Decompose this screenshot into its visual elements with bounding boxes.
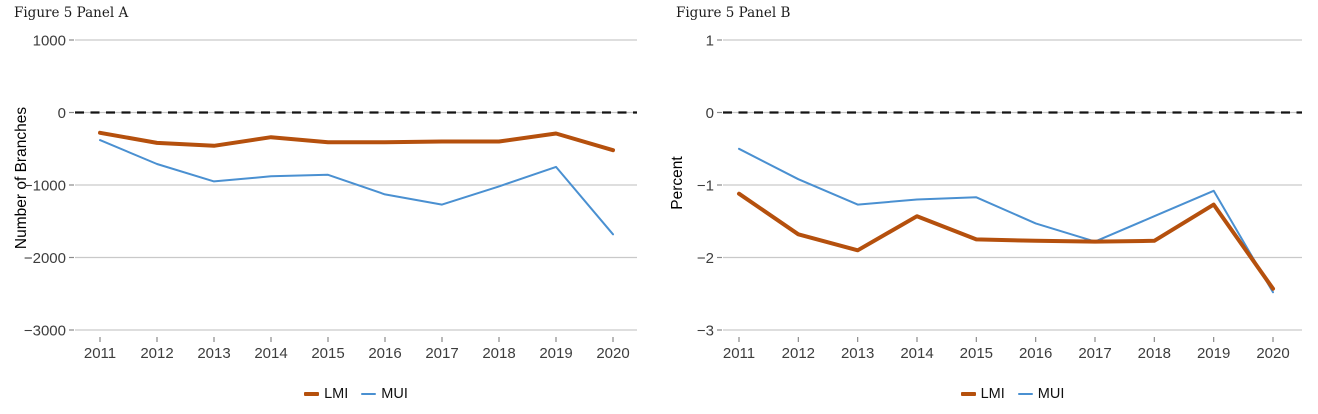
legend-item-lmi: LMI [960, 386, 1005, 402]
panel-a: Figure 5 Panel A Number of Branches 1000… [13, 5, 637, 402]
x-tick-label-2015: 2015 [960, 345, 993, 362]
y-tick-label: −2000 [24, 250, 66, 267]
legend-item-mui: MUI [1017, 386, 1065, 402]
mui-line [99, 139, 614, 236]
panel-a-plot: 1000 0 −1000 −2000 −3000 2011 2012 2013 2014 2015… [24, 32, 637, 362]
y-tick-label: −3000 [24, 322, 66, 339]
y-tick-label: 1 [706, 32, 714, 49]
lmi-line [737, 191, 1275, 291]
x-tick-label-2019: 2019 [539, 345, 572, 362]
x-tick-label-2015: 2015 [311, 345, 344, 362]
panel-b-legend: LMI MUI [723, 386, 1302, 402]
x-tick-label-2016: 2016 [1019, 345, 1052, 362]
x-tick-label-2017: 2017 [425, 345, 458, 362]
panel-b: Figure 5 Panel B Percent 1 0 −1 −2 −3 2011 201… [659, 0, 1318, 414]
x-tick-label-2014: 2014 [254, 345, 287, 362]
mui-legend-label: MUI [381, 386, 408, 402]
x-tick-label-2013: 2013 [841, 345, 874, 362]
panel-a-title: Figure 5 Panel A [14, 5, 129, 21]
x-tick-label-2013: 2013 [197, 345, 230, 362]
y-tick-label: −3 [697, 322, 714, 339]
lmi-line [98, 130, 615, 153]
lmi-legend-label: LMI [324, 386, 349, 402]
panel-b-title: Figure 5 Panel B [676, 5, 791, 21]
panel-a-legend: LMI MUI [75, 386, 637, 402]
mui-line [738, 147, 1274, 294]
x-tick-label-2020: 2020 [596, 345, 629, 362]
x-tick-label-2017: 2017 [1078, 345, 1111, 362]
mui-legend-label: MUI [1037, 386, 1065, 402]
y-tick-label: 0 [706, 105, 714, 122]
x-tick-label-2016: 2016 [368, 345, 401, 362]
lmi-legend-label: LMI [980, 386, 1005, 402]
y-tick-label: 0 [58, 105, 66, 122]
legend-item-lmi: LMI [304, 386, 348, 402]
x-tick-label-2011: 2011 [84, 345, 116, 362]
x-tick-label-2012: 2012 [782, 345, 815, 362]
lmi-swatch-icon [960, 392, 976, 396]
y-tick-label: −2 [697, 250, 714, 267]
y-tick-label: −1000 [24, 177, 66, 194]
x-tick-label-2011: 2011 [723, 345, 755, 362]
x-tick-label-2014: 2014 [900, 345, 933, 362]
legend-item-mui: MUI [361, 386, 408, 402]
mui-swatch-icon [361, 392, 377, 396]
lmi-swatch-icon [304, 392, 320, 396]
y-tick-label: 1000 [33, 32, 66, 49]
x-tick-label-2018: 2018 [1138, 345, 1171, 362]
x-tick-label-2018: 2018 [482, 345, 515, 362]
x-tick-label-2012: 2012 [140, 345, 173, 362]
panel-b-plot: 1 0 −1 −2 −3 2011 2012 2013 2014 2015 2016 2017 2018… [697, 32, 1302, 362]
x-tick-label-2020: 2020 [1256, 345, 1289, 362]
x-tick-label-2019: 2019 [1197, 345, 1230, 362]
y-tick-label: −1 [697, 177, 714, 194]
mui-swatch-icon [1017, 392, 1033, 396]
